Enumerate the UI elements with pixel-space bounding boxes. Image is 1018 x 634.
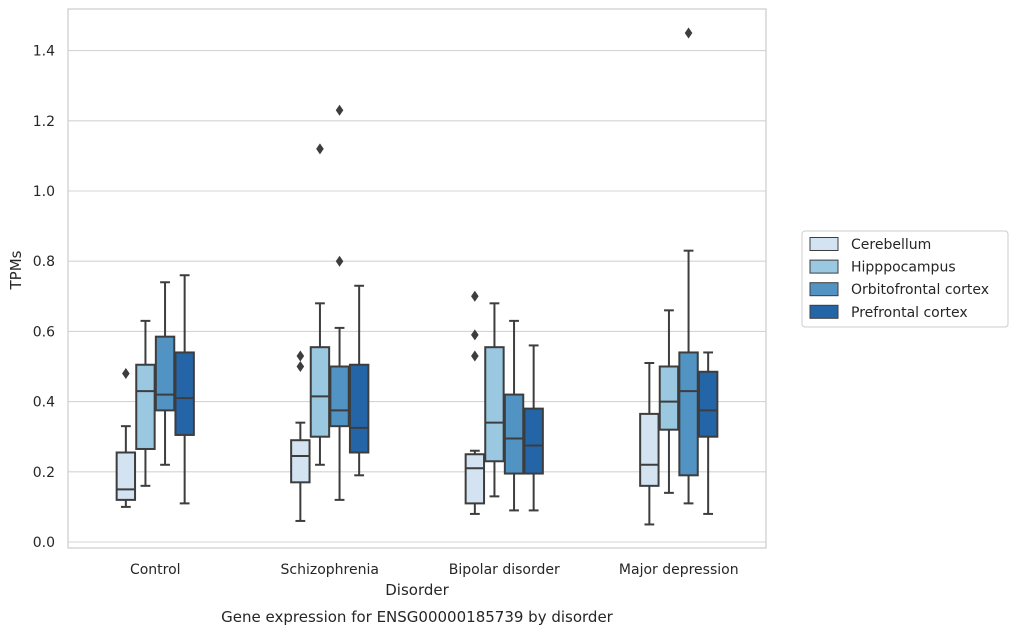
outlier-point: [335, 104, 344, 116]
legend-label: Orbitofrontal cortex: [851, 282, 989, 298]
y-axis-ticks: 0.0 0.2 0.4 0.6 0.8 1.0 1.2 1.4: [33, 44, 55, 551]
legend-label: Prefrontal cortex: [851, 305, 968, 321]
box-3-1: [348, 284, 370, 477]
y-tick-label: 1.0: [33, 184, 55, 200]
legend-swatch: [809, 304, 839, 319]
x-tick-label: Bipolar disorder: [449, 562, 560, 578]
x-tick-label: Major depression: [619, 562, 739, 578]
outlier-point: [122, 368, 130, 380]
box-iqr: [523, 407, 544, 475]
box-1-0: [135, 319, 156, 487]
y-tick-label: 0.4: [33, 395, 55, 411]
box-iqr: [484, 346, 505, 463]
legend-label: Hipppocampus: [851, 260, 956, 276]
box-0-3: [639, 361, 660, 526]
box-iqr: [678, 351, 699, 477]
y-tick-label: 1.2: [33, 114, 55, 130]
legend-label: Cerebellum: [851, 237, 931, 253]
box-iqr: [115, 451, 137, 501]
box-iqr: [329, 365, 350, 428]
y-tick-label: 0.2: [33, 465, 55, 481]
outlier-point: [296, 361, 305, 372]
box-iqr: [309, 346, 331, 438]
box-iqr: [697, 370, 719, 438]
legend-frame: [801, 230, 1009, 328]
box-0-2: [464, 290, 486, 515]
y-tick-label: 0.6: [33, 324, 55, 340]
box-1-3: [658, 309, 680, 494]
y-tick-label: 0.8: [33, 254, 55, 270]
box-iqr: [464, 453, 486, 505]
box-iqr: [639, 412, 660, 487]
box-3-0: [174, 274, 195, 505]
box-series-group: [115, 27, 719, 526]
x-tick-label: Control: [130, 562, 181, 578]
box-iqr: [154, 335, 176, 412]
box-3-3: [697, 351, 719, 515]
box-3-2: [523, 344, 544, 512]
outlier-point: [684, 27, 693, 39]
grid-lines: [68, 50, 766, 543]
box-2-0: [154, 281, 176, 466]
chart-title: Gene expression for ENSG00000185739 by d…: [221, 608, 614, 626]
box-1-2: [484, 302, 505, 498]
y-tick-label: 1.4: [33, 44, 55, 60]
x-axis-ticks: Control Schizophrenia Bipolar disorder Majo…: [130, 562, 739, 578]
outlier-point: [471, 350, 479, 362]
box-iqr: [290, 439, 311, 484]
y-axis-title: TPMs: [7, 250, 25, 290]
legend: Cerebellum Hipppocampus Orbitofrontal cort…: [801, 230, 1009, 328]
box-iqr: [135, 363, 156, 450]
outlier-point: [335, 255, 344, 267]
x-axis-title: Disorder: [385, 581, 449, 599]
outlier-point: [316, 143, 324, 155]
box-iqr: [503, 393, 525, 475]
plot-area-frame: [67, 8, 767, 549]
box-iqr: [348, 363, 370, 454]
outlier-point: [296, 350, 305, 362]
box-0-1: [290, 350, 311, 522]
box-2-1: [329, 104, 350, 501]
outlier-point: [471, 290, 479, 302]
box-iqr: [658, 365, 680, 431]
outlier-point: [471, 329, 479, 341]
box-2-3: [678, 27, 699, 505]
box-2-2: [503, 319, 525, 512]
legend-swatch: [809, 282, 839, 297]
y-tick-label: 0.0: [33, 535, 55, 551]
legend-swatch: [809, 259, 839, 274]
box-1-1: [309, 143, 331, 466]
x-tick-label: Schizophrenia: [281, 562, 379, 578]
box-0-0: [115, 368, 137, 508]
legend-swatch: [809, 237, 839, 251]
box-iqr: [174, 351, 195, 436]
